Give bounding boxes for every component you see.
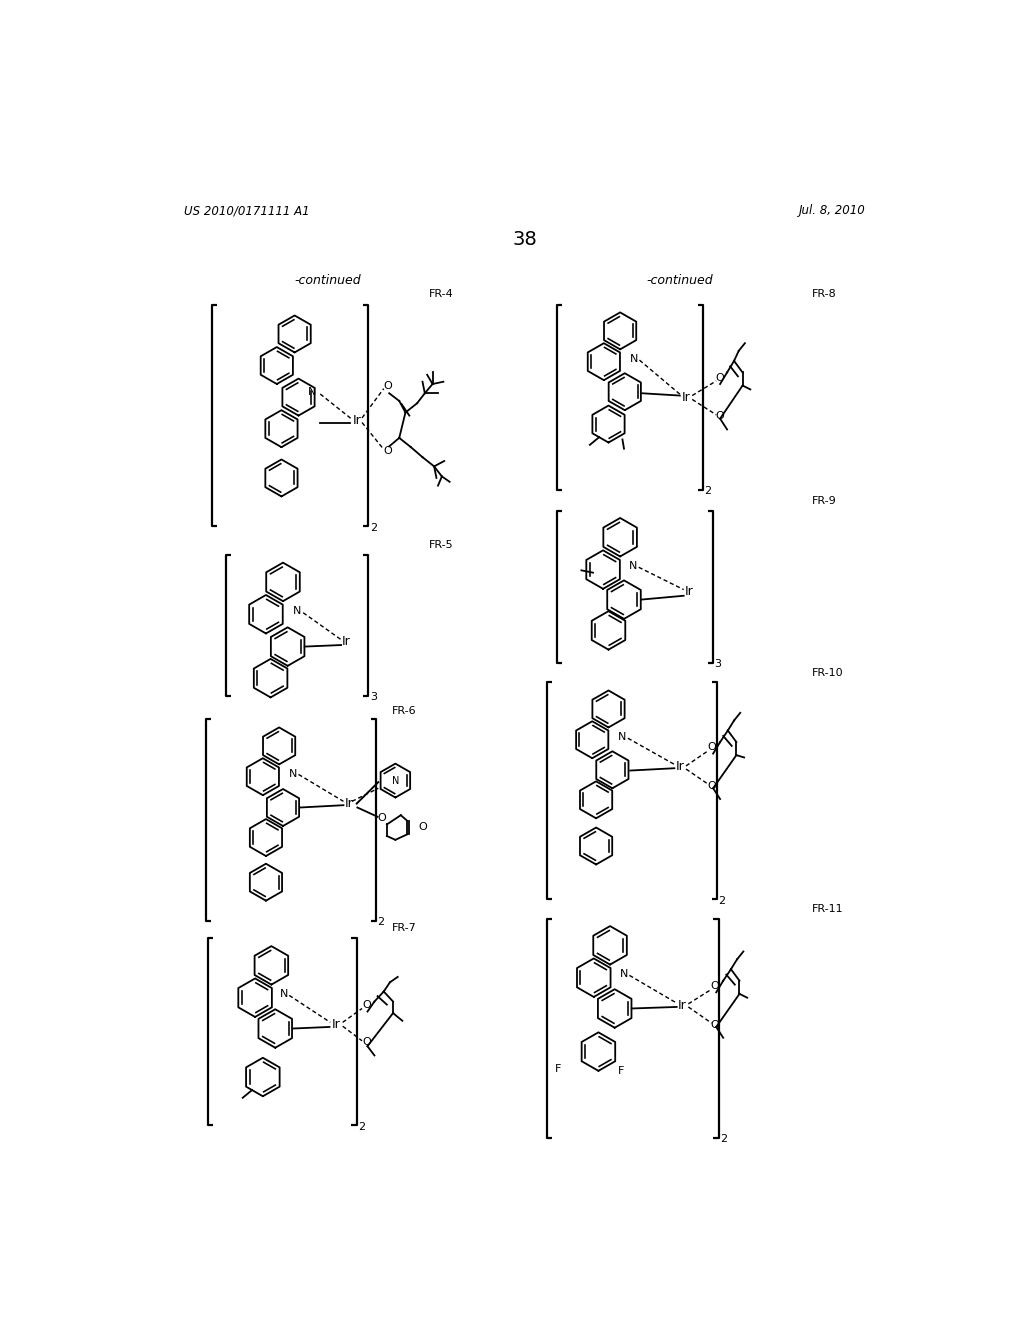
Text: FR-9: FR-9 — [812, 496, 837, 506]
Text: F: F — [555, 1064, 561, 1073]
Text: N: N — [392, 776, 399, 785]
Text: Ir: Ir — [685, 585, 693, 598]
Text: 2: 2 — [720, 1134, 727, 1144]
Text: F: F — [617, 1065, 624, 1076]
Text: 3: 3 — [370, 693, 377, 702]
Text: FR-4: FR-4 — [429, 289, 454, 298]
Text: O: O — [711, 1019, 720, 1030]
Text: 3: 3 — [715, 659, 722, 669]
Text: Ir: Ir — [678, 999, 686, 1012]
Text: N: N — [289, 768, 297, 779]
Text: N: N — [281, 989, 289, 999]
Text: N: N — [620, 969, 628, 979]
Text: O: O — [362, 1038, 371, 1047]
Text: 2: 2 — [358, 1122, 366, 1133]
Text: 2: 2 — [370, 523, 377, 533]
Text: O: O — [384, 446, 392, 455]
Text: O: O — [362, 1001, 371, 1010]
Text: O: O — [716, 372, 724, 383]
Text: FR-6: FR-6 — [391, 706, 416, 717]
Text: Ir: Ir — [676, 760, 684, 774]
Text: Ir: Ir — [332, 1018, 340, 1031]
Text: O: O — [419, 822, 427, 832]
Text: FR-10: FR-10 — [812, 668, 843, 677]
Text: O: O — [716, 412, 724, 421]
Text: -continued: -continued — [295, 273, 361, 286]
Text: 38: 38 — [512, 230, 538, 248]
Text: Ir: Ir — [682, 391, 690, 404]
Text: N: N — [308, 387, 316, 397]
Text: Jul. 8, 2010: Jul. 8, 2010 — [799, 205, 866, 218]
Text: -continued: -continued — [646, 273, 713, 286]
Text: FR-11: FR-11 — [812, 904, 843, 915]
Text: US 2010/0171111 A1: US 2010/0171111 A1 — [183, 205, 309, 218]
Text: O: O — [384, 380, 392, 391]
Text: FR-7: FR-7 — [391, 924, 416, 933]
Text: 2: 2 — [378, 917, 385, 927]
Text: N: N — [629, 561, 638, 570]
Text: O: O — [711, 981, 720, 991]
Text: O: O — [708, 742, 717, 752]
Text: 2: 2 — [719, 896, 726, 906]
Text: 2: 2 — [705, 486, 712, 496]
Text: Ir: Ir — [344, 797, 353, 810]
Text: FR-5: FR-5 — [429, 540, 454, 550]
Text: Ir: Ir — [352, 413, 361, 426]
Text: FR-8: FR-8 — [812, 289, 837, 298]
Text: O: O — [378, 813, 387, 822]
Text: Ir: Ir — [342, 635, 351, 648]
Text: O: O — [708, 781, 717, 791]
Text: N: N — [630, 354, 638, 363]
Text: N: N — [293, 606, 301, 616]
Text: N: N — [618, 731, 627, 742]
